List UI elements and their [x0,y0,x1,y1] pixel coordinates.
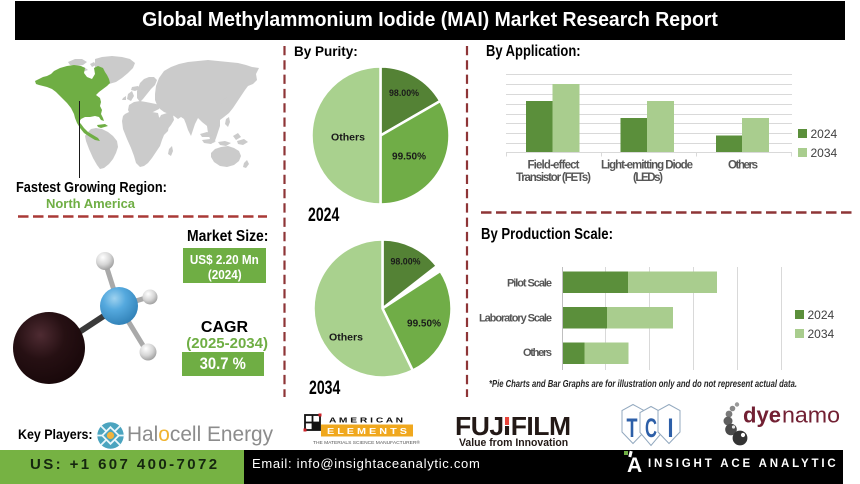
svg-text:Others: Others [331,132,365,144]
svg-text:Light-emitting Diode: Light-emitting Diode [601,160,693,172]
svg-text:Others: Others [329,332,363,344]
svg-text:C: C [645,413,657,443]
svg-text:2034: 2034 [808,327,835,341]
svg-text:98.00%: 98.00% [389,88,419,98]
svg-text:Field-effect: Field-effect [528,160,580,172]
svg-text:99.50%: 99.50% [392,152,426,163]
svg-text:*Pie Charts and Bar Graphs are: *Pie Charts and Bar Graphs are for illus… [489,378,797,390]
svg-text:99.50%: 99.50% [407,319,441,330]
svg-text:(LEDs): (LEDs) [633,172,663,184]
svg-text:2024: 2024 [811,127,838,141]
svg-text:2024: 2024 [808,308,835,322]
svg-text:THE MATERIALS SCIENCE MANUFACT: THE MATERIALS SCIENCE MANUFACTURER® [313,439,420,446]
svg-text:Transistor (FETs): Transistor (FETs) [516,172,591,184]
svg-text:Others: Others [523,347,552,359]
svg-text:dye: dye [743,403,781,428]
svg-text:namo: namo [782,403,840,428]
svg-text:98.00%: 98.00% [391,257,421,267]
svg-text:A M E R I C A N: A M E R I C A N [329,416,403,425]
svg-text:Laboratory Scale: Laboratory Scale [479,313,552,325]
svg-text:E L E M E N T S: E L E M E N T S [327,427,408,436]
svg-text:I: I [668,413,674,443]
svg-text:Others: Others [728,160,758,172]
svg-text:2034: 2034 [811,146,838,160]
svg-text:Pilot Scale: Pilot Scale [507,278,552,290]
svg-text:T: T [627,413,638,443]
